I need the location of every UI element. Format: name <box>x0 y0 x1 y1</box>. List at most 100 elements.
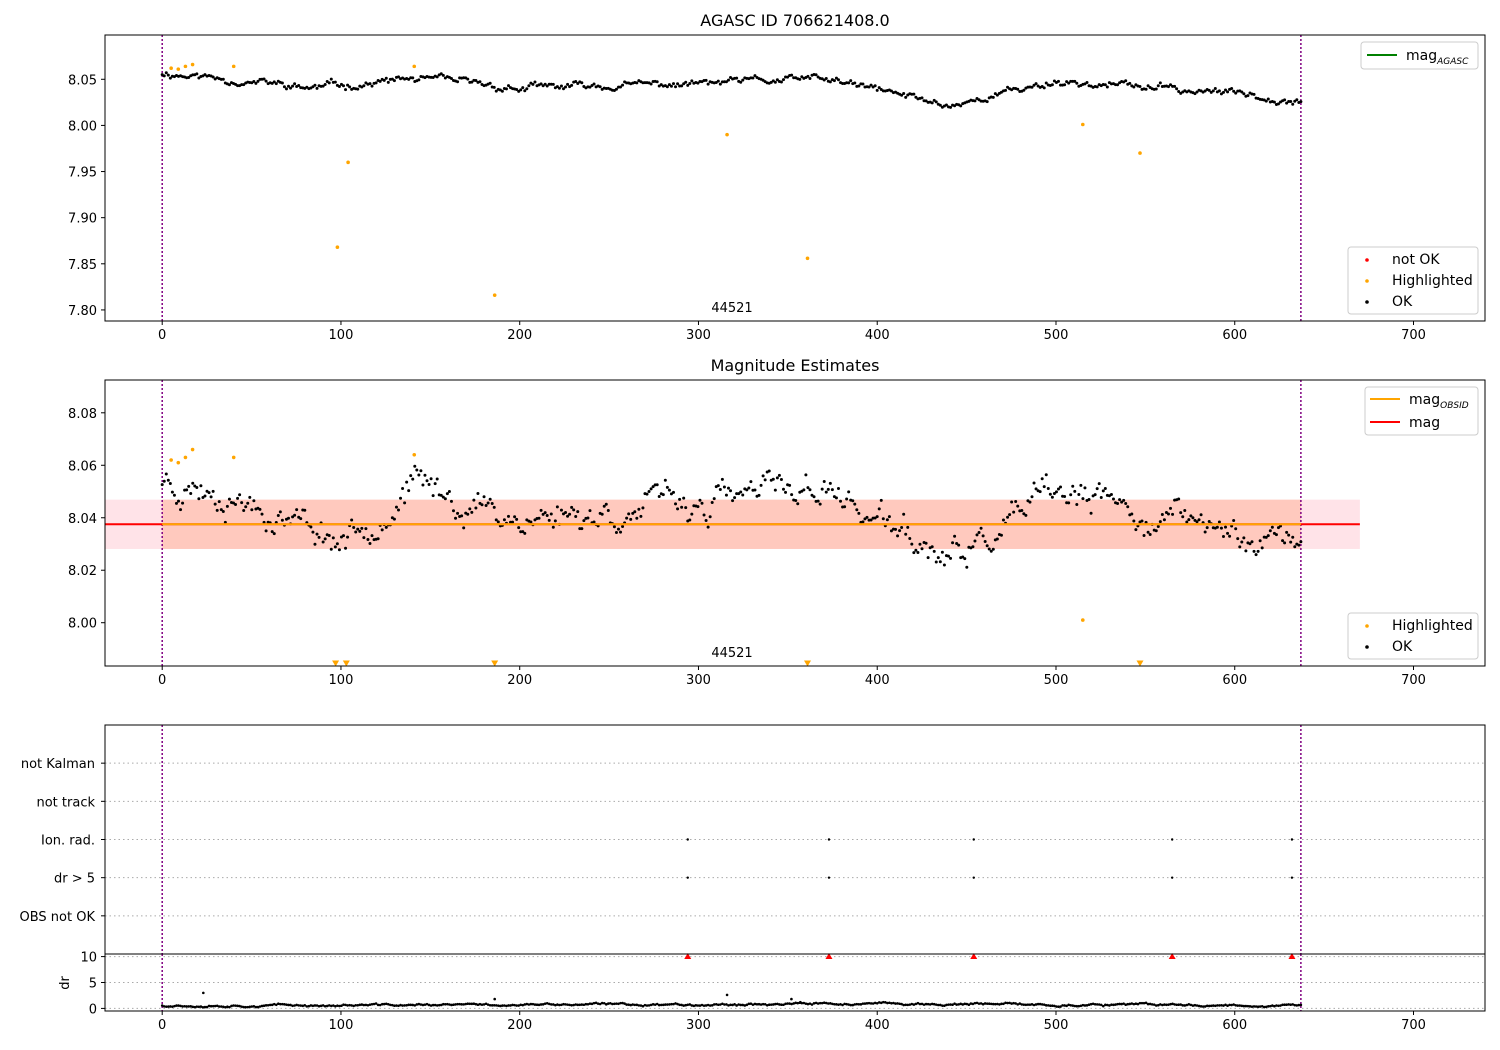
ok-point <box>394 505 398 509</box>
ok-point <box>940 550 944 554</box>
dr-point <box>1055 1005 1058 1008</box>
dr-point <box>747 1002 751 1006</box>
ok-point <box>761 474 765 478</box>
dr-point <box>1218 1004 1221 1007</box>
ok-point <box>374 81 378 85</box>
dr-point <box>835 1003 838 1006</box>
dr-point <box>1165 1003 1168 1007</box>
ok-point <box>869 518 873 522</box>
ok-point <box>244 505 248 509</box>
dr-point <box>566 1003 569 1006</box>
dr-point <box>427 1003 431 1007</box>
ok-point <box>278 510 282 514</box>
dr-point <box>717 1003 720 1007</box>
ok-point <box>545 84 549 88</box>
dr-point <box>437 1003 441 1007</box>
legend-dot-highlighted <box>1365 279 1369 283</box>
highlighted-point <box>190 447 195 452</box>
dr-point <box>643 1003 647 1007</box>
ok-point <box>920 96 924 100</box>
ok-point <box>321 84 325 88</box>
ok-point <box>906 525 910 529</box>
dr-point <box>739 1003 743 1007</box>
ok-point <box>242 509 246 513</box>
ok-point <box>1038 490 1042 494</box>
ok-point <box>1285 530 1289 534</box>
dr-point <box>1087 1003 1091 1007</box>
ok-point <box>934 560 938 564</box>
ok-point <box>592 82 596 86</box>
ok-point <box>555 85 559 89</box>
dr-point <box>735 1004 738 1007</box>
dr-point <box>989 1002 993 1006</box>
dr-point <box>818 1001 822 1005</box>
dr-point <box>1248 1005 1252 1008</box>
ok-point <box>533 80 537 84</box>
ok-point <box>851 499 855 503</box>
ok-point <box>1250 540 1254 544</box>
dr-point <box>847 1003 850 1006</box>
dr-point <box>804 1002 808 1005</box>
ok-point <box>225 504 229 508</box>
dr-point <box>511 1003 514 1007</box>
ok-point <box>234 502 238 506</box>
dr-point <box>686 1003 690 1007</box>
dr-point <box>279 1002 282 1006</box>
ok-point <box>511 520 515 524</box>
ok-point <box>480 503 484 507</box>
dr-point <box>281 1002 284 1006</box>
ok-point <box>252 79 256 83</box>
ok-point <box>1044 473 1048 477</box>
dr-point <box>207 1004 211 1008</box>
ok-point <box>775 476 779 480</box>
ok-point <box>621 524 625 528</box>
dr-point <box>1177 1003 1180 1006</box>
ok-point <box>1034 82 1038 86</box>
ok-point <box>303 508 307 512</box>
dr-point <box>1214 1004 1217 1008</box>
dr-point <box>1187 1003 1191 1006</box>
ok-point <box>822 480 826 484</box>
ok-point <box>674 85 678 89</box>
flag-point <box>972 876 975 879</box>
ok-point <box>688 81 692 85</box>
ok-point <box>352 526 356 530</box>
ok-point <box>1144 87 1148 91</box>
ok-point <box>875 515 879 519</box>
ok-point <box>814 73 818 77</box>
dr-point <box>973 1001 977 1005</box>
dr-point <box>698 1004 702 1007</box>
dr-point <box>922 1003 926 1006</box>
dr-point <box>684 1003 688 1007</box>
dr-point <box>391 1003 394 1007</box>
ok-point <box>1283 98 1287 102</box>
dr-point <box>1287 1003 1290 1006</box>
dr-point <box>1018 1002 1022 1005</box>
dr-point <box>501 1004 504 1007</box>
dr-point <box>1071 1004 1075 1007</box>
dr-point <box>529 1002 533 1006</box>
dr-point <box>1240 1004 1244 1008</box>
legend-label-mag-obsid: magOBSID <box>1409 392 1469 411</box>
ok-point <box>957 543 961 547</box>
ok-point <box>238 493 242 497</box>
dr-point <box>291 1004 294 1008</box>
panel-agasc-frame <box>104 34 1486 322</box>
ok-point <box>731 499 735 503</box>
ok-point <box>900 93 904 97</box>
dr-outlier-point <box>725 993 729 997</box>
dr-point <box>763 1002 767 1006</box>
ok-point <box>614 87 618 91</box>
ok-point <box>213 502 217 506</box>
dr-point <box>352 1004 355 1008</box>
dr-point <box>900 1002 903 1006</box>
ok-point <box>331 536 335 540</box>
dr-point <box>1273 1004 1276 1008</box>
dr-point <box>266 1003 270 1007</box>
ok-point <box>276 514 280 518</box>
ok-point <box>286 84 290 88</box>
ok-point <box>1052 491 1056 495</box>
ok-point <box>504 87 508 91</box>
dr-point <box>1061 1004 1064 1007</box>
dr-point <box>890 1001 893 1005</box>
